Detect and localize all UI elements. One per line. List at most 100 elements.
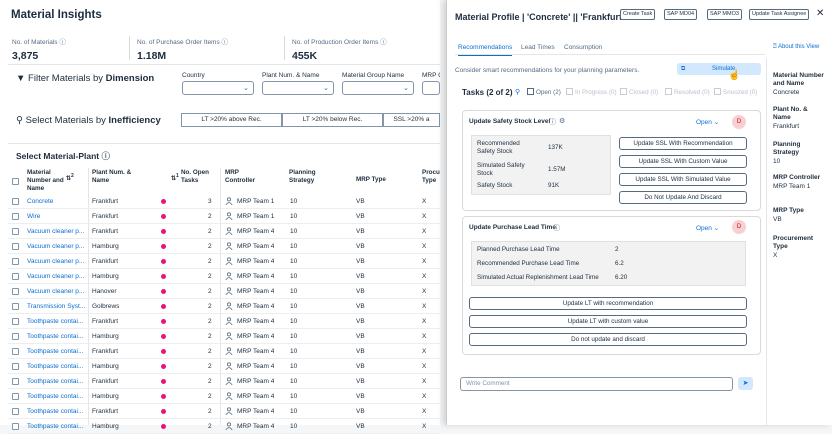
- row-checkbox[interactable]: [12, 363, 19, 370]
- col-header-material[interactable]: Material Number and Name: [27, 169, 64, 192]
- table-row[interactable]: Toothpaste contai... Frankfurt 2 MRP Team 4…: [8, 404, 440, 419]
- material-link[interactable]: Toothpaste contai...: [27, 363, 84, 370]
- task-status-select[interactable]: Open ⌄: [696, 225, 720, 232]
- update-lt-recommendation-button[interactable]: Update LT with recommendation: [469, 297, 747, 310]
- simulate-button[interactable]: ⧉ Simulate: [677, 63, 761, 75]
- comment-input[interactable]: Write Comment: [460, 377, 733, 391]
- status-filter-checkbox[interactable]: Resolved (0): [665, 88, 710, 96]
- col-header-procurement[interactable]: Procurement Type: [422, 169, 440, 184]
- material-link[interactable]: Toothpaste contai...: [27, 333, 84, 340]
- table-row[interactable]: Transmission Syst... Golbrews 2 MRP Team 4 1…: [8, 299, 440, 314]
- table-row[interactable]: Toothpaste contai... Hamburg 2 MRP Team 4 10…: [8, 389, 440, 404]
- discard-ssl-button[interactable]: Do Not Update And Discard: [619, 191, 747, 204]
- row-checkbox[interactable]: [12, 408, 19, 415]
- material-link[interactable]: Vacuum cleaner p...: [27, 228, 85, 235]
- update-lt-custom-button[interactable]: Update LT with custom value: [469, 315, 747, 328]
- table-row[interactable]: Toothpaste contai... Frankfurt 2 MRP Team 4…: [8, 344, 440, 359]
- table-row[interactable]: Toothpaste contai... Hamburg 2 MRP Team 4 10…: [8, 419, 440, 434]
- table-row[interactable]: Wire Frankfurt 2 MRP Team 1 10 VB X: [8, 209, 440, 224]
- sort-icon[interactable]: ⇅2: [66, 173, 74, 182]
- table-row[interactable]: Toothpaste contai... Hamburg 2 MRP Team 4 10…: [8, 359, 440, 374]
- row-checkbox[interactable]: [12, 378, 19, 385]
- tab-lead-times[interactable]: Lead Times: [521, 44, 555, 51]
- material-link[interactable]: Concrete: [27, 198, 54, 205]
- material-group-select[interactable]: ⌄: [342, 81, 414, 95]
- tab-recommendations[interactable]: Recommendations: [458, 44, 513, 56]
- inefficiency-option[interactable]: LT >20% below Rec.: [282, 113, 383, 127]
- inefficiency-option[interactable]: LT >20% above Rec.: [181, 113, 282, 127]
- status-filter-checkbox[interactable]: Snoozed (0): [714, 88, 757, 96]
- row-checkbox[interactable]: [12, 213, 19, 220]
- info-icon[interactable]: ⓘ: [221, 39, 229, 46]
- country-select[interactable]: ⌄: [182, 81, 254, 95]
- material-link[interactable]: Toothpaste contai...: [27, 393, 84, 400]
- info-icon[interactable]: ⓘ: [549, 119, 556, 126]
- mrp-select[interactable]: [422, 81, 440, 95]
- material-link[interactable]: Toothpaste contai...: [27, 318, 84, 325]
- table-row[interactable]: Concrete Frankfurt 3 MRP Team 1 10 VB X: [8, 194, 440, 209]
- row-checkbox[interactable]: [12, 198, 19, 205]
- material-link[interactable]: Transmission Syst...: [27, 303, 85, 310]
- gear-icon[interactable]: ⚙: [559, 118, 566, 125]
- col-header-plant[interactable]: Plant Num. & Name: [92, 169, 132, 184]
- row-checkbox[interactable]: [12, 423, 19, 430]
- sort-icon[interactable]: ⇅1: [171, 173, 179, 182]
- material-link[interactable]: Wire: [27, 213, 41, 220]
- material-link[interactable]: Vacuum cleaner p...: [27, 288, 85, 295]
- material-link[interactable]: Toothpaste contai...: [27, 408, 84, 415]
- col-header-open-tasks[interactable]: No. Open Tasks: [181, 169, 209, 184]
- task-status-select[interactable]: Open ⌄: [696, 119, 720, 126]
- update-ssl-custom-button[interactable]: Update SSL With Custom Value: [619, 155, 747, 168]
- tab-consumption[interactable]: Consumption: [564, 44, 603, 51]
- inefficiency-option[interactable]: SSL >20% a: [383, 113, 440, 127]
- status-filter-checkbox[interactable]: Open (2): [527, 88, 561, 96]
- table-row[interactable]: Vacuum cleaner p... Hamburg 2 MRP Team 4 10 V…: [8, 239, 440, 254]
- row-checkbox[interactable]: [12, 288, 19, 295]
- material-link[interactable]: Vacuum cleaner p...: [27, 243, 85, 250]
- create-task-button[interactable]: Create Task: [620, 9, 656, 20]
- row-checkbox[interactable]: [12, 273, 19, 280]
- open-tasks-cell: 2: [208, 363, 212, 370]
- status-filter-checkbox[interactable]: Closed (0): [620, 88, 658, 96]
- row-checkbox[interactable]: [12, 228, 19, 235]
- material-link[interactable]: Vacuum cleaner p...: [27, 258, 85, 265]
- info-icon[interactable]: ⓘ: [553, 225, 560, 232]
- table-row[interactable]: Toothpaste contai... Hamburg 2 MRP Team 4 10…: [8, 329, 440, 344]
- row-checkbox[interactable]: [12, 318, 19, 325]
- table-row[interactable]: Vacuum cleaner p... Hamburg 2 MRP Team 4 10 V…: [8, 269, 440, 284]
- status-filter-checkbox[interactable]: In Progress (0): [566, 88, 617, 96]
- table-row[interactable]: Vacuum cleaner p... Frankfurt 2 MRP Team 4 1…: [8, 224, 440, 239]
- row-checkbox[interactable]: [12, 333, 19, 340]
- sap-mmo3-button[interactable]: SAP MMO3: [707, 9, 742, 20]
- plant-select[interactable]: ⌄: [262, 81, 334, 95]
- material-link[interactable]: Toothpaste contai...: [27, 378, 84, 385]
- material-link[interactable]: Toothpaste contai...: [27, 348, 84, 355]
- row-checkbox[interactable]: [12, 243, 19, 250]
- info-icon[interactable]: ⓘ: [380, 39, 387, 46]
- info-icon[interactable]: ⓘ: [101, 151, 111, 161]
- table-row[interactable]: Vacuum cleaner p... Frankfurt 2 MRP Team 4 1…: [8, 254, 440, 269]
- update-task-assignee-button[interactable]: Update Task Assignee: [749, 9, 810, 20]
- row-checkbox[interactable]: [12, 393, 19, 400]
- sap-md04-button[interactable]: SAP MD04: [664, 9, 698, 20]
- select-all-checkbox[interactable]: [12, 178, 19, 185]
- table-row[interactable]: Toothpaste contai... Frankfurt 2 MRP Team 4…: [8, 374, 440, 389]
- col-header-planning[interactable]: Planning Strategy: [289, 169, 316, 184]
- col-header-mrp-type[interactable]: MRP Type: [356, 176, 386, 183]
- row-checkbox[interactable]: [12, 348, 19, 355]
- about-view-link[interactable]: ⍰ About this View: [773, 44, 820, 50]
- row-checkbox[interactable]: [12, 303, 19, 310]
- discard-lt-button[interactable]: Do not update and discard: [469, 333, 747, 346]
- update-ssl-simulated-button[interactable]: Update SSL With Simulated Value: [619, 173, 747, 186]
- send-icon[interactable]: ➤: [738, 377, 753, 390]
- material-link[interactable]: Toothpaste contai...: [27, 423, 84, 430]
- row-checkbox[interactable]: [12, 258, 19, 265]
- table-row[interactable]: Toothpaste contai... Frankfurt 2 MRP Team 4…: [8, 314, 440, 329]
- info-icon[interactable]: ⓘ: [59, 39, 66, 46]
- update-ssl-recommendation-button[interactable]: Update SSL With Recommendation: [619, 137, 747, 150]
- filter-icon[interactable]: ⚲: [515, 89, 521, 96]
- close-icon[interactable]: ✕: [816, 8, 825, 19]
- col-header-mrp[interactable]: MRP Controller: [225, 169, 256, 184]
- table-row[interactable]: Vacuum cleaner p... Hanover 2 MRP Team 4 10 V…: [8, 284, 440, 299]
- material-link[interactable]: Vacuum cleaner p...: [27, 273, 85, 280]
